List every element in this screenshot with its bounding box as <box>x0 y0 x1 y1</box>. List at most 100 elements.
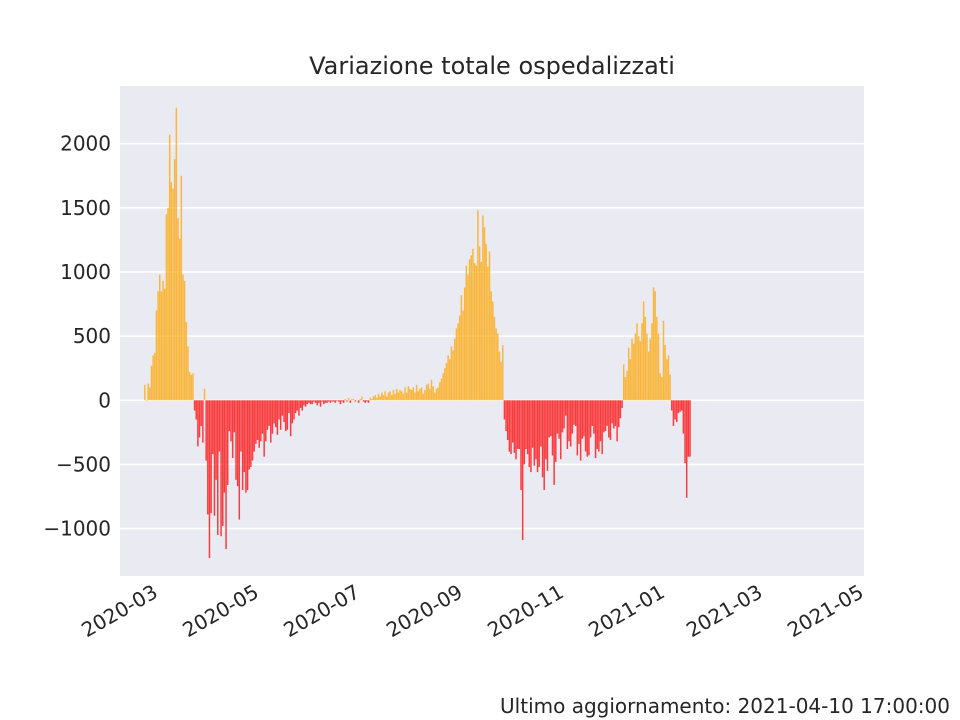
bar <box>473 263 476 401</box>
bar <box>606 400 608 426</box>
bar <box>430 379 433 401</box>
bar <box>629 359 632 401</box>
bar <box>627 347 630 401</box>
bar <box>273 400 275 424</box>
bar <box>288 400 290 414</box>
bar <box>530 400 532 473</box>
bar <box>326 400 328 403</box>
bar <box>230 400 232 442</box>
bar <box>255 400 257 444</box>
bar <box>316 400 318 406</box>
bar <box>284 400 287 432</box>
bar <box>261 400 264 434</box>
bar <box>235 400 237 480</box>
bar <box>395 388 398 401</box>
bar <box>667 355 670 401</box>
bar <box>574 400 577 426</box>
bar <box>659 373 661 401</box>
bar <box>656 316 658 401</box>
bar <box>584 400 587 452</box>
bar <box>472 248 474 401</box>
x-tick-label: 2021-03 <box>682 580 766 643</box>
bar <box>279 400 282 430</box>
bar <box>684 400 686 464</box>
bar <box>669 374 671 401</box>
bar <box>173 159 176 401</box>
plot-area <box>120 86 864 576</box>
bar <box>553 400 555 485</box>
bar <box>175 107 178 401</box>
x-tick-label: 2021-05 <box>783 580 867 643</box>
bar <box>225 400 227 550</box>
bar <box>540 400 542 447</box>
y-axis-ticks: −1000 −500 0 500 1000 1500 2000 <box>43 132 111 541</box>
y-tick-label: −1000 <box>43 517 111 541</box>
bar <box>550 400 552 437</box>
last-update-label: Ultimo aggiornamento: 2021-04-10 17:00:0… <box>500 694 950 718</box>
bar <box>444 368 446 401</box>
bar <box>483 227 486 401</box>
bar <box>551 400 554 456</box>
bar <box>462 310 464 401</box>
bar <box>281 400 284 416</box>
bar <box>449 359 451 401</box>
bar <box>415 384 418 401</box>
bar <box>644 316 647 401</box>
bar <box>213 400 216 516</box>
bar <box>260 400 262 442</box>
bar <box>450 346 453 401</box>
bar <box>182 274 184 401</box>
bar <box>170 182 173 401</box>
bar <box>558 400 560 439</box>
bars <box>144 107 691 559</box>
bar <box>634 333 637 401</box>
bar <box>217 400 219 535</box>
bar <box>671 400 673 411</box>
bar <box>165 214 168 401</box>
y-tick-label: 1000 <box>60 260 111 284</box>
bar <box>571 400 574 434</box>
bar <box>197 400 199 447</box>
bar <box>392 390 395 401</box>
bar <box>152 355 154 401</box>
bar <box>238 400 241 520</box>
bar <box>248 400 250 470</box>
bar <box>168 134 171 401</box>
bar <box>647 351 650 401</box>
bar <box>619 400 622 419</box>
bar <box>664 345 666 401</box>
bar <box>241 400 244 491</box>
bar <box>154 352 156 401</box>
bar <box>299 400 302 408</box>
bar <box>680 400 683 411</box>
bar <box>487 266 489 401</box>
bar <box>662 320 665 401</box>
bar <box>646 333 648 401</box>
bar <box>516 400 519 450</box>
bar <box>337 400 340 402</box>
bar <box>341 400 343 402</box>
bar <box>442 373 444 401</box>
y-tick-label: 0 <box>98 388 111 412</box>
bar <box>425 384 428 401</box>
bar <box>203 388 206 401</box>
bar <box>324 400 327 403</box>
bar <box>256 400 259 441</box>
bar <box>654 291 656 401</box>
bar <box>144 384 146 401</box>
bar <box>632 343 635 401</box>
bar <box>223 400 226 493</box>
bar <box>639 341 642 401</box>
bar <box>192 373 194 401</box>
bar <box>218 400 221 452</box>
bar <box>349 400 352 403</box>
bar <box>183 280 186 401</box>
x-axis-ticks: 2020-03 2020-05 2020-07 2020-09 2020-11 2021-… <box>77 580 867 643</box>
bar <box>150 365 153 401</box>
bar <box>493 316 496 401</box>
bar <box>410 390 413 401</box>
bar <box>676 400 678 423</box>
bar <box>159 274 161 401</box>
bar <box>498 351 501 401</box>
bar <box>434 392 436 401</box>
